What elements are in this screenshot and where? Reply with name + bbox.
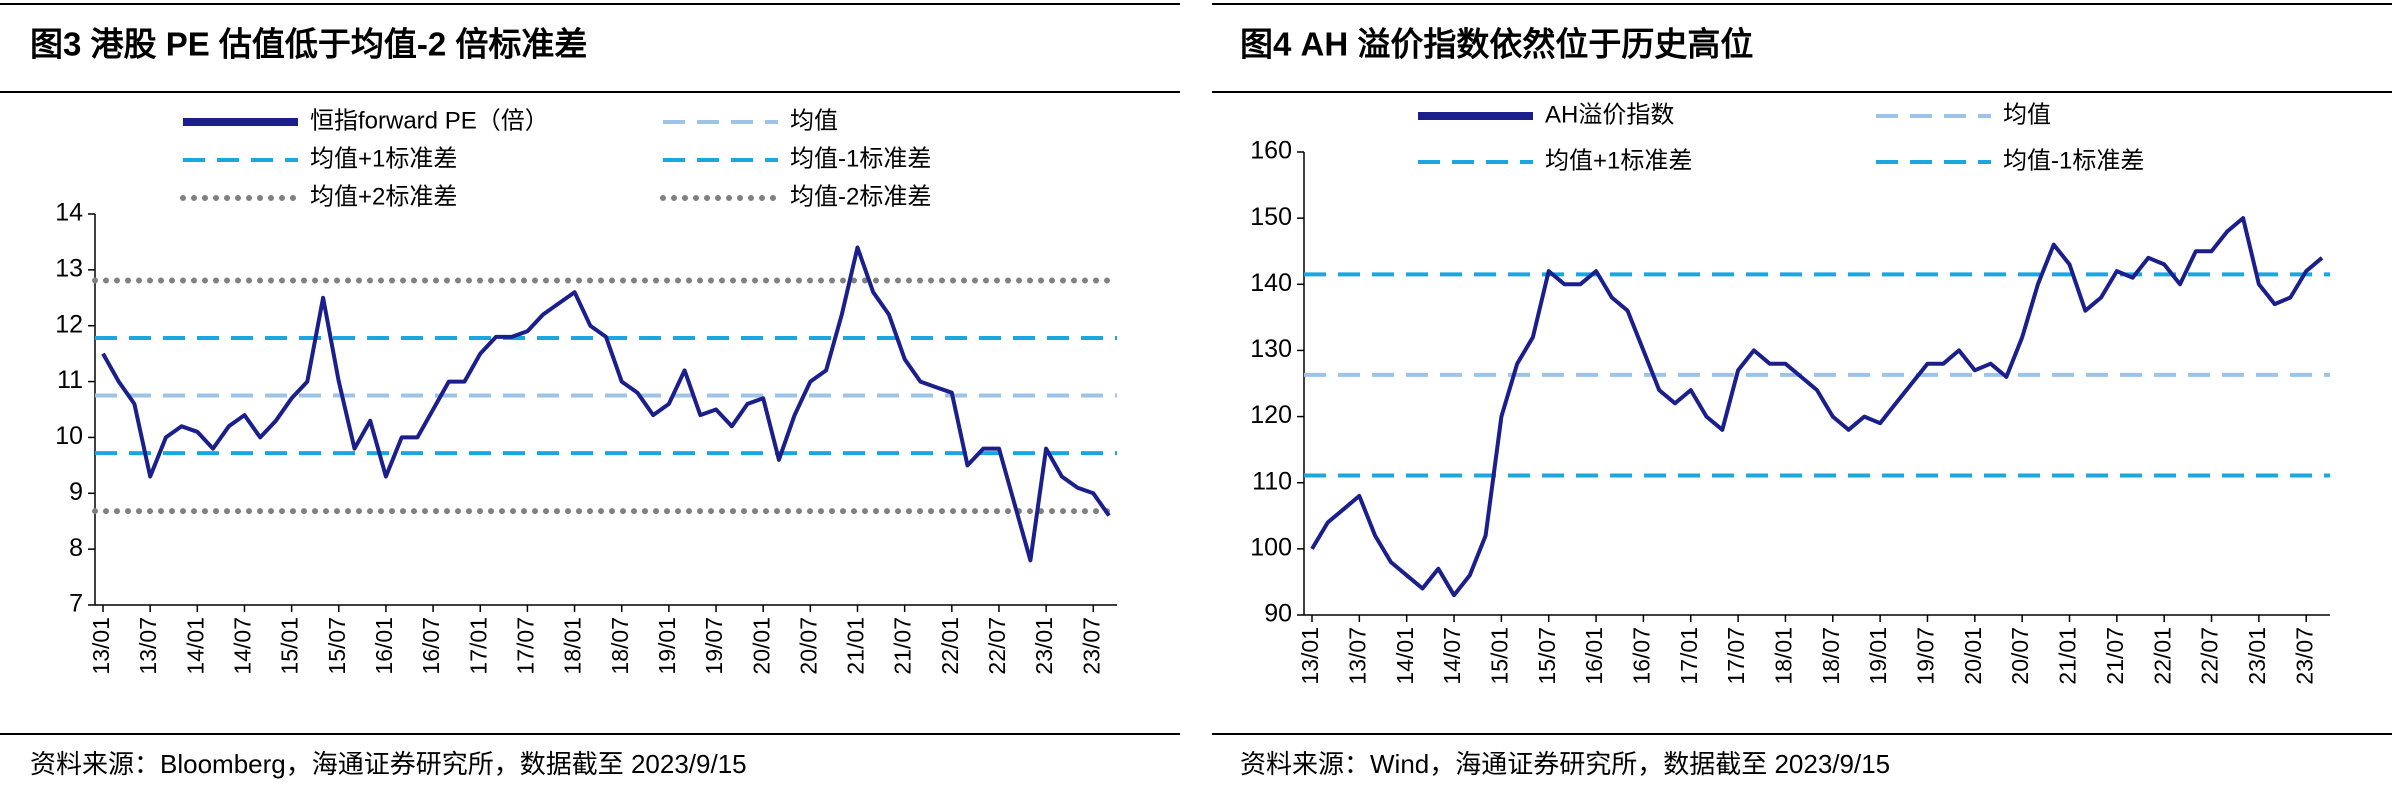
series-line — [101, 245, 1111, 563]
x-tick-label: 18/01 — [1771, 627, 1797, 685]
x-tick-label: 20/01 — [748, 617, 774, 675]
legend-label: 均值 — [2003, 101, 2051, 128]
legend-label: 均值+2标准差 — [310, 183, 457, 210]
x-tick-label: 16/07 — [1628, 627, 1654, 685]
x-tick-label: 21/07 — [2102, 627, 2128, 685]
x-tick-label: 23/01 — [1031, 617, 1057, 675]
y-tick-label: 11 — [57, 366, 83, 394]
y-tick-label: 14 — [55, 199, 83, 227]
x-tick-label: 16/07 — [418, 617, 444, 675]
legend-label: 恒指forward PE（倍） — [310, 107, 549, 134]
x-tick-label: 23/07 — [1078, 617, 1104, 675]
x-tick-label: 22/01 — [937, 617, 963, 675]
x-tick-label: 13/01 — [1297, 627, 1323, 685]
x-tick-label: 14/07 — [230, 617, 256, 675]
y-tick-label: 150 — [1250, 203, 1292, 231]
x-tick-label: 18/07 — [607, 617, 633, 675]
legend-label: 均值-1标准差 — [790, 145, 931, 172]
x-tick-label: 14/01 — [182, 617, 208, 675]
legend-label: 均值+1标准差 — [1545, 147, 1692, 174]
x-tick-label: 20/07 — [795, 617, 821, 675]
series-line — [1310, 216, 2324, 598]
y-tick-label: 120 — [1250, 401, 1292, 429]
x-tick-label: 13/01 — [88, 617, 114, 675]
x-tick-label: 15/01 — [277, 617, 303, 675]
x-tick-label: 16/01 — [371, 617, 397, 675]
chart-title: 图4 AH 溢价指数依然位于历史高位 — [1240, 26, 1753, 63]
y-tick-label: 110 — [1252, 467, 1292, 495]
source: 资料来源：Wind，海通证券研究所，数据截至 2023/9/15 — [1240, 749, 1890, 779]
y-tick-label: 7 — [69, 590, 83, 618]
x-tick-label: 19/01 — [1865, 627, 1891, 685]
legend-label: 均值-1标准差 — [2003, 147, 2144, 174]
legend-label: 均值+1标准差 — [310, 145, 457, 172]
x-tick-label: 18/01 — [560, 617, 586, 675]
y-tick-label: 10 — [55, 422, 83, 450]
x-tick-label: 23/01 — [2244, 627, 2270, 685]
x-tick-label: 13/07 — [135, 617, 161, 675]
x-tick-label: 15/01 — [1486, 627, 1512, 685]
legend-label: 均值-2标准差 — [790, 183, 931, 210]
y-tick-label: 100 — [1250, 533, 1292, 561]
x-tick-label: 22/07 — [984, 617, 1010, 675]
x-tick-label: 22/07 — [2197, 627, 2223, 685]
x-tick-label: 17/01 — [1676, 627, 1702, 685]
x-tick-label: 14/01 — [1392, 627, 1418, 685]
chart-title: 图3 港股 PE 估值低于均值-2 倍标准差 — [30, 26, 587, 63]
x-tick-label: 19/07 — [701, 617, 727, 675]
y-tick-label: 160 — [1250, 137, 1292, 165]
x-tick-label: 17/07 — [512, 617, 538, 675]
x-tick-label: 22/01 — [2149, 627, 2175, 685]
y-tick-label: 12 — [55, 310, 83, 338]
x-tick-label: 18/07 — [1818, 627, 1844, 685]
x-tick-label: 16/01 — [1581, 627, 1607, 685]
y-tick-label: 140 — [1250, 269, 1292, 297]
x-tick-label: 21/01 — [843, 617, 869, 675]
y-tick-label: 8 — [69, 534, 83, 562]
legend-label: AH溢价指数 — [1545, 101, 1674, 128]
y-tick-label: 90 — [1264, 600, 1292, 628]
x-tick-label: 15/07 — [324, 617, 350, 675]
source: 资料来源：Bloomberg，海通证券研究所，数据截至 2023/9/15 — [30, 749, 747, 779]
x-tick-label: 20/01 — [1960, 627, 1986, 685]
x-tick-label: 13/07 — [1344, 627, 1370, 685]
x-tick-label: 14/07 — [1439, 627, 1465, 685]
x-tick-label: 17/01 — [465, 617, 491, 675]
y-tick-label: 130 — [1250, 335, 1292, 363]
x-tick-label: 20/07 — [2007, 627, 2033, 685]
x-tick-label: 17/07 — [1723, 627, 1749, 685]
x-tick-label: 21/01 — [2055, 627, 2081, 685]
x-tick-label: 23/07 — [2291, 627, 2317, 685]
x-tick-label: 19/01 — [654, 617, 680, 675]
x-tick-label: 19/07 — [1913, 627, 1939, 685]
x-tick-label: 15/07 — [1534, 627, 1560, 685]
y-tick-label: 13 — [55, 254, 83, 282]
y-tick-label: 9 — [69, 478, 83, 506]
legend-label: 均值 — [790, 107, 838, 134]
x-tick-label: 21/07 — [890, 617, 916, 675]
